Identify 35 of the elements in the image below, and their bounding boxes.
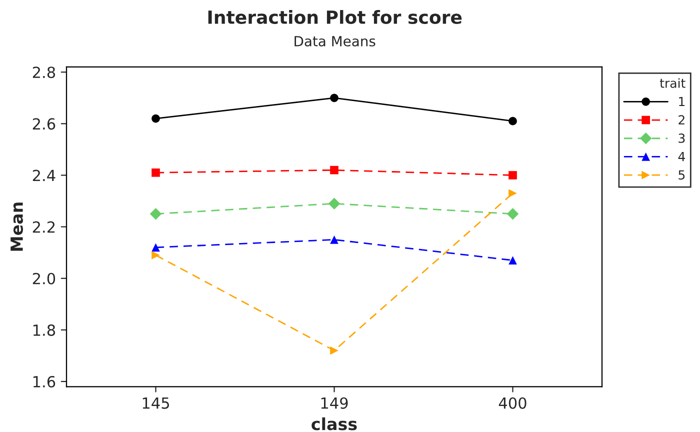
- y-tick-label: 2.0: [32, 272, 56, 284]
- y-tick-label: 1.8: [33, 324, 56, 336]
- legend-label: 1: [679, 96, 685, 106]
- point: [508, 189, 517, 198]
- y-tick-label: 1.6: [33, 376, 56, 388]
- x-tick-label: 149: [321, 397, 348, 409]
- point: [330, 236, 338, 244]
- point: [508, 116, 517, 126]
- chart-subtitle: Data Means: [294, 36, 376, 46]
- legend-label: 5: [678, 170, 685, 180]
- x-tick-label: 145: [142, 398, 169, 409]
- point: [330, 346, 338, 355]
- point: [152, 168, 160, 177]
- x-axis-title: class: [312, 417, 357, 430]
- legend-title: trait: [660, 78, 686, 88]
- chart-title: Interaction Plot for score: [208, 10, 462, 24]
- y-axis-title: Mean: [10, 202, 23, 251]
- y-tick-label: 2.8: [32, 66, 56, 78]
- point: [328, 198, 340, 210]
- legend-label: 4: [678, 152, 685, 162]
- point: [508, 256, 517, 264]
- point: [152, 243, 160, 252]
- point: [330, 94, 338, 102]
- point: [150, 208, 162, 220]
- point: [330, 166, 338, 174]
- y-tick-label: 2.2: [32, 221, 55, 233]
- y-tick-label: 2.6: [32, 118, 56, 130]
- point: [152, 114, 160, 123]
- x-tick-label: 400: [498, 397, 526, 409]
- point: [152, 250, 160, 260]
- y-tick-label: 2.4: [32, 170, 56, 182]
- point: [508, 171, 517, 180]
- point: [506, 208, 519, 220]
- legend-label: 3: [678, 133, 685, 143]
- legend-label: 2: [678, 115, 684, 124]
